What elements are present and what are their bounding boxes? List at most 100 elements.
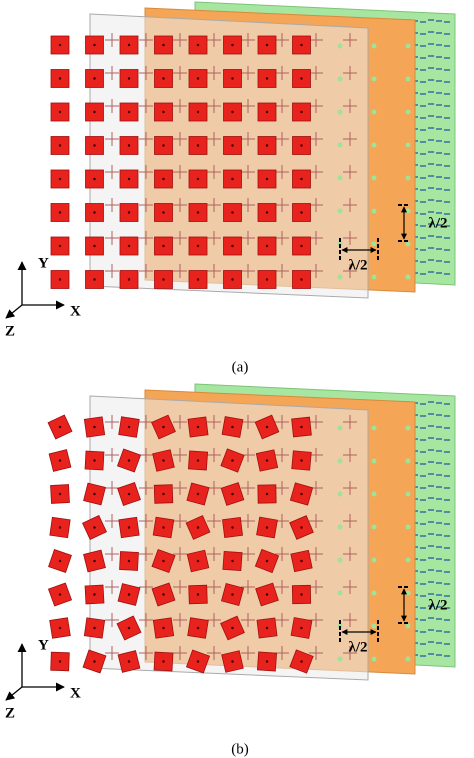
- cross-element: [139, 66, 153, 80]
- patch: [291, 416, 312, 438]
- patch-dot: [265, 211, 269, 214]
- via: [371, 557, 377, 563]
- cross-element: [343, 514, 357, 528]
- patch-dot: [231, 110, 234, 114]
- patch: [48, 549, 72, 573]
- cross-element: [309, 415, 323, 429]
- patch-dot: [265, 660, 269, 663]
- via: [337, 208, 343, 214]
- patch: [85, 236, 104, 256]
- patch: [84, 584, 105, 605]
- cross-element: [241, 165, 255, 179]
- patch-dot: [265, 459, 269, 462]
- patch: [292, 270, 311, 289]
- via: [371, 274, 377, 280]
- patch-dot: [93, 660, 96, 663]
- patch-dot: [162, 211, 165, 214]
- patch-dot: [300, 43, 303, 47]
- via: [405, 76, 411, 82]
- via: [405, 208, 411, 214]
- patch: [222, 550, 243, 572]
- dimension-label: λ/2: [428, 215, 447, 231]
- patch-dot: [58, 660, 62, 663]
- cross-element: [309, 198, 323, 212]
- patch: [256, 617, 278, 639]
- cross-element: [275, 231, 289, 245]
- patch-dot: [162, 425, 165, 429]
- patch: [188, 236, 208, 256]
- patch: [154, 136, 173, 155]
- cross-element: [275, 415, 289, 429]
- patch: [119, 169, 139, 189]
- patch-dot: [300, 593, 303, 596]
- patch-dot: [300, 492, 303, 496]
- cross-element: [309, 580, 323, 594]
- patch-dot: [93, 559, 96, 563]
- patch: [257, 169, 277, 189]
- patch-dot: [265, 177, 269, 181]
- patch: [223, 35, 242, 55]
- patch: [188, 35, 208, 55]
- cross-element: [309, 613, 323, 627]
- cross-element: [207, 514, 221, 528]
- cross-element: [105, 231, 119, 245]
- cross-element: [309, 264, 323, 278]
- patch-dot: [162, 593, 165, 596]
- patch: [256, 516, 278, 539]
- dimension-bracket: [339, 238, 379, 260]
- patch-dot: [58, 425, 62, 429]
- patch-dot: [300, 177, 303, 181]
- patch: [292, 69, 311, 88]
- patch-dot: [231, 425, 234, 429]
- patch: [223, 69, 242, 88]
- patch-dot: [127, 144, 131, 147]
- patch: [188, 203, 208, 222]
- cross-element: [105, 646, 119, 660]
- patch-dot: [196, 593, 200, 596]
- cross-element: [173, 514, 187, 528]
- via: [371, 76, 377, 82]
- patch: [50, 270, 70, 289]
- patch: [116, 448, 142, 473]
- patch: [152, 449, 175, 472]
- patch: [292, 169, 311, 189]
- via: [337, 557, 343, 563]
- cross-element: [241, 481, 255, 495]
- cross-element: [207, 580, 221, 594]
- patch-dot: [231, 278, 234, 281]
- patch-dot: [58, 211, 62, 214]
- patch: [118, 516, 140, 539]
- patch: [220, 615, 245, 641]
- patch: [291, 450, 312, 471]
- patch-dot: [265, 492, 269, 496]
- patch-dot: [265, 144, 269, 147]
- patch-dot: [58, 626, 62, 630]
- patch-dot: [127, 425, 131, 429]
- cross-element: [139, 415, 153, 429]
- patch-dot: [196, 626, 200, 630]
- cross-element: [275, 481, 289, 495]
- cross-element: [173, 448, 187, 462]
- patch-dot: [265, 77, 269, 80]
- patch-dot: [127, 626, 131, 630]
- patch: [255, 449, 279, 472]
- patch-dot: [93, 177, 96, 181]
- patch-dot: [300, 559, 303, 563]
- cross-element: [207, 66, 221, 80]
- patch: [82, 649, 107, 674]
- patch: [154, 236, 173, 256]
- patch-dot: [58, 526, 62, 529]
- cross-element: [105, 448, 119, 462]
- patch: [187, 450, 209, 471]
- cross-element: [105, 481, 119, 495]
- via: [371, 524, 377, 530]
- patch: [85, 69, 104, 88]
- patch-dot: [265, 425, 269, 429]
- cross-element: [343, 132, 357, 146]
- cross-element: [173, 264, 187, 278]
- patch: [222, 517, 243, 538]
- cross-element: [173, 99, 187, 113]
- patch: [83, 549, 106, 573]
- patch: [116, 615, 142, 641]
- patch-dot: [58, 559, 62, 563]
